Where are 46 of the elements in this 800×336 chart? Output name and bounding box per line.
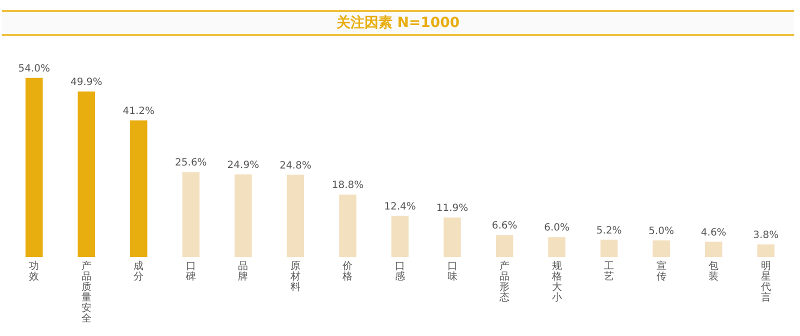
- x-tick-label: 产品形态: [498, 260, 510, 304]
- data-label: 24.9%: [227, 160, 260, 172]
- bar: [339, 194, 356, 257]
- bar: [234, 174, 252, 257]
- data-label: 12.4%: [384, 201, 416, 212]
- x-tick-label: 口味: [447, 260, 458, 282]
- data-label: 6.6%: [492, 220, 518, 232]
- x-tick-label: 包装: [708, 260, 719, 282]
- x-tick-label: 成分: [134, 260, 144, 282]
- data-label: 3.8%: [753, 230, 779, 241]
- data-label: 18.8%: [332, 180, 364, 192]
- x-tick-label: 口感: [395, 260, 405, 282]
- data-label: 5.0%: [648, 226, 674, 238]
- x-tick-label: 价格: [342, 260, 353, 282]
- x-tick-label: 规格大小: [550, 260, 562, 304]
- data-label: 5.2%: [596, 225, 622, 236]
- data-label: 41.2%: [122, 106, 155, 117]
- data-label: 6.0%: [544, 222, 570, 234]
- x-tick-label: 品牌: [238, 260, 248, 282]
- data-label: 11.9%: [436, 203, 468, 214]
- data-label: 25.6%: [175, 158, 207, 169]
- x-tick-label: 宣传: [656, 260, 666, 282]
- bar: [391, 216, 409, 257]
- bar: [78, 92, 96, 257]
- x-tick-label: 明星代言: [760, 260, 771, 304]
- data-label: 54.0%: [18, 63, 50, 74]
- data-label: 49.9%: [70, 77, 102, 88]
- bar: [757, 244, 774, 257]
- bar: [444, 218, 461, 257]
- x-tick-label: 功效: [29, 260, 40, 282]
- bar: [182, 172, 200, 257]
- bar: [548, 237, 566, 257]
- x-tick-label: 口碑: [184, 260, 196, 282]
- data-label: 24.8%: [280, 160, 312, 172]
- bar: [496, 235, 514, 257]
- x-tick-label: 工艺: [604, 260, 614, 282]
- bar: [704, 242, 722, 257]
- x-tick-label: 产品质量安全: [81, 260, 92, 324]
- x-tick-label: 原材料: [289, 260, 300, 293]
- chart-title: 关注因素 N=1000: [2, 10, 794, 36]
- data-label: 4.6%: [700, 227, 726, 238]
- bar: [130, 120, 148, 257]
- bar: [286, 174, 304, 257]
- bar: [26, 78, 43, 257]
- bar: [652, 240, 670, 257]
- bar: [600, 240, 618, 257]
